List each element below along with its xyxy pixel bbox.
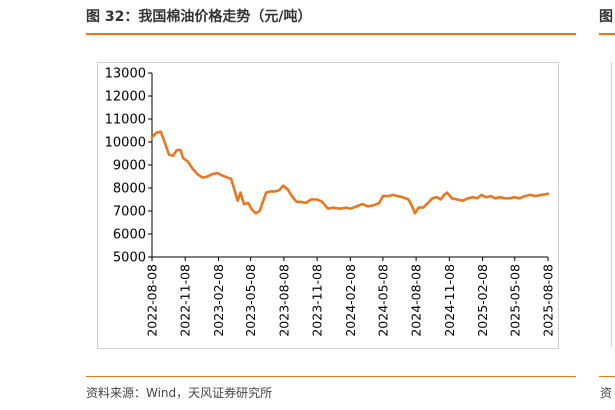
series-line (150, 130, 550, 215)
y-tick-label: 13000 (105, 67, 146, 82)
y-axis: 5000 6000 7000 8000 9000 10000 11000 12000 13000 (105, 67, 153, 266)
x-tick-label: 2024-08-08 (409, 264, 424, 337)
x-tick-label: 2024-02-08 (343, 264, 358, 337)
series-group (150, 130, 550, 215)
y-tick-label: 8000 (113, 182, 146, 197)
line-chart: 5000 6000 7000 8000 9000 10000 11000 12000 13000… (105, 67, 556, 337)
adjacent-figure-title: 图 (599, 9, 613, 25)
adjacent-chart-frame (611, 62, 615, 347)
chart-frame: 5000 6000 7000 8000 9000 10000 11000 12000 13000… (97, 62, 559, 349)
y-tick-label: 12000 (105, 90, 146, 105)
x-tick-label: 2023-05-08 (243, 264, 258, 337)
y-tick-label: 6000 (113, 228, 146, 243)
x-tick-label: 2024-11-08 (442, 264, 457, 337)
y-tick-label: 10000 (105, 136, 146, 151)
adjacent-source-note: 资 (600, 386, 613, 400)
title-rule (86, 33, 576, 35)
y-tick-label: 7000 (113, 205, 146, 220)
x-axis: 2022-08-08 2022-11-08 2023-02-08 2023-05-08… (145, 256, 556, 337)
source-note: 资料来源：Wind，天风证券研究所 (86, 386, 273, 400)
y-tick-label: 11000 (105, 113, 146, 128)
adjacent-source-rule (599, 376, 615, 377)
source-rule (86, 376, 576, 377)
figure-title: 图 32：我国棉油价格走势（元/吨） (86, 9, 312, 25)
x-tick-label: 2025-02-08 (475, 264, 490, 337)
x-tick-label: 2022-08-08 (145, 264, 160, 337)
x-tick-label: 2023-08-08 (276, 264, 291, 337)
x-tick-label: 2024-05-08 (375, 264, 390, 337)
x-tick-label: 2025-08-08 (541, 264, 556, 337)
x-tick-label: 2022-11-08 (178, 264, 193, 337)
x-tick-label: 2023-11-08 (310, 264, 325, 337)
adjacent-title-rule (599, 33, 615, 35)
x-tick-label: 2025-05-08 (507, 264, 522, 337)
y-tick-label: 5000 (113, 251, 146, 266)
y-tick-label: 9000 (113, 159, 146, 174)
x-tick-label: 2023-02-08 (211, 264, 226, 337)
